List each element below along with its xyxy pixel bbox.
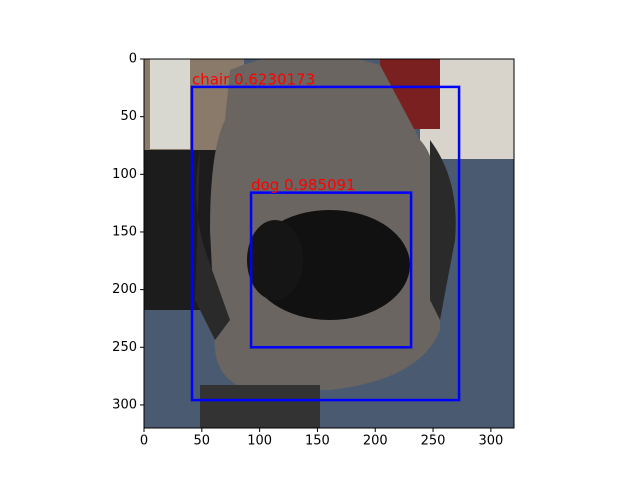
y-tick-label: 0 [129,52,137,67]
y-tick-label: 100 [112,167,137,182]
x-tick-label: 50 [194,434,211,449]
axes-frame [143,58,515,429]
y-tick-label: 200 [112,282,137,297]
bounding-box [190,85,461,402]
bounding-box [249,191,413,349]
x-tick-label: 200 [363,434,388,449]
x-tick-label: 250 [421,434,446,449]
box-label: chair 0.6230173 [192,70,315,88]
box-label: dog 0.985091 [251,176,356,194]
x-tick-label: 0 [140,434,148,449]
x-tick-label: 100 [247,434,272,449]
x-tick-label: 150 [305,434,330,449]
photo [144,59,514,428]
y-tick-label: 50 [120,109,137,124]
y-tick-label: 250 [112,340,137,355]
x-tick-label: 300 [478,434,503,449]
y-tick-label: 150 [112,224,137,239]
y-tick-label: 300 [112,397,137,412]
